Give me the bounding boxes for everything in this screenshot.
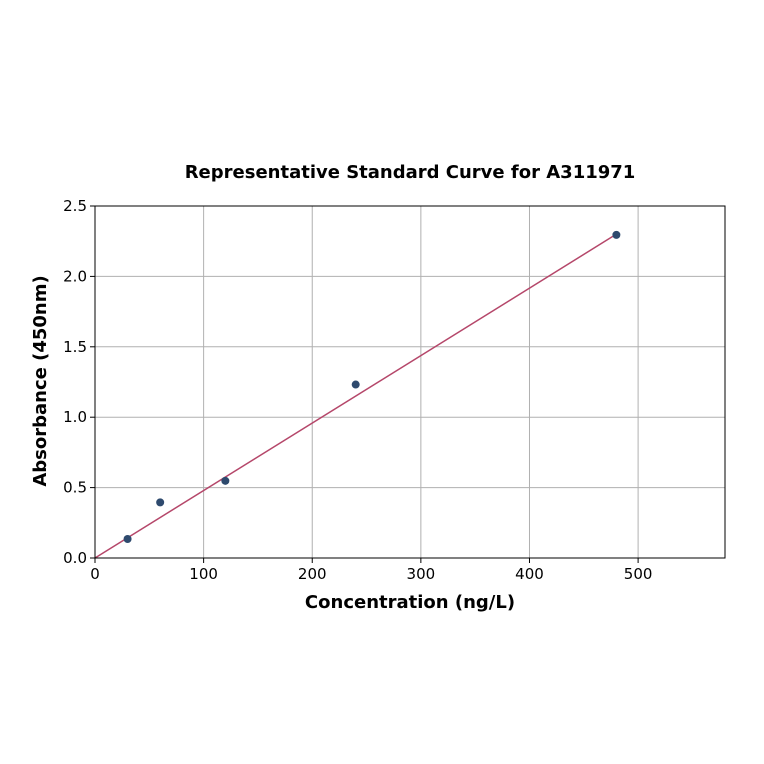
data-point <box>612 230 621 239</box>
y-tick-label: 0.5 <box>63 479 87 497</box>
data-point <box>221 476 230 485</box>
grid-lines <box>94 205 725 559</box>
data-point <box>123 534 132 543</box>
x-tick-label: 100 <box>189 565 218 583</box>
x-tick-label: 200 <box>298 565 327 583</box>
data-point <box>156 498 165 507</box>
data-point <box>351 380 360 389</box>
x-tick-label: 500 <box>624 565 653 583</box>
data-points <box>123 230 621 543</box>
y-tick-label: 1.0 <box>63 408 87 426</box>
x-tick-label: 400 <box>515 565 544 583</box>
x-tick-label: 0 <box>90 565 100 583</box>
y-tick-label: 1.5 <box>63 338 87 356</box>
y-axis-ticks: 0.0 0.5 1.0 1.5 2.0 2.5 <box>63 197 95 567</box>
plot-frame <box>94 205 726 559</box>
x-axis-ticks: 0 100 200 300 400 500 <box>90 558 652 583</box>
fit-line-group <box>94 233 617 559</box>
chart-title: Representative Standard Curve for A31197… <box>185 162 636 183</box>
y-axis-label: Absorbance (450nm) <box>30 275 51 486</box>
y-tick-label: 2.0 <box>63 267 87 285</box>
x-tick-label: 300 <box>407 565 436 583</box>
fit-line <box>94 233 617 559</box>
y-tick-label: 0.0 <box>63 549 87 567</box>
x-axis-label: Concentration (ng/L) <box>305 592 515 613</box>
y-tick-label: 2.5 <box>63 197 87 215</box>
